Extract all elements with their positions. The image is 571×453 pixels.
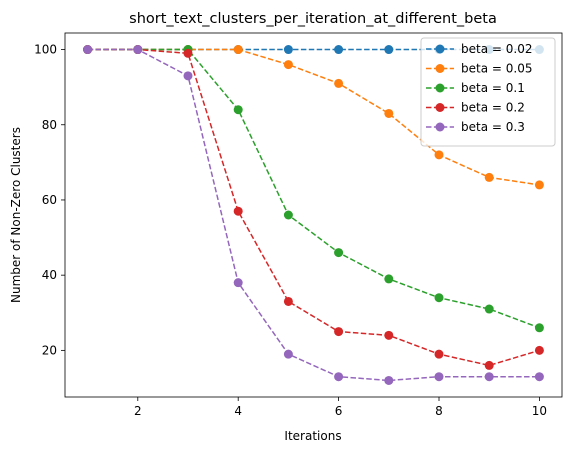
data-point: [534, 180, 544, 190]
data-point: [133, 45, 143, 55]
data-point: [283, 210, 293, 220]
data-point: [534, 323, 544, 333]
data-point: [434, 150, 444, 160]
legend-marker: [435, 64, 445, 73]
data-point: [233, 45, 243, 55]
y-tick-label: 80: [42, 118, 57, 132]
data-point: [484, 372, 494, 382]
series-line: [87, 48, 540, 382]
y-tick-label: 20: [42, 343, 57, 357]
legend-item: beta = 0.1: [426, 81, 525, 95]
y-axis-title: Number of Non-Zero Clusters: [9, 127, 23, 303]
legend-item: beta = 0.3: [426, 120, 525, 134]
data-point: [283, 349, 293, 359]
legend-marker: [435, 103, 445, 112]
legend-marker: [435, 44, 445, 54]
legend-frame: [420, 37, 556, 147]
data-point: [434, 372, 444, 382]
x-tick-label: 10: [532, 404, 547, 418]
data-point: [233, 206, 243, 216]
x-tick-label: 6: [335, 404, 343, 418]
data-point: [334, 45, 344, 55]
data-point: [283, 296, 293, 306]
legend-label: beta = 0.02: [461, 42, 532, 56]
data-point: [183, 48, 193, 58]
data-point: [233, 105, 243, 115]
x-tick-label: 4: [234, 404, 242, 418]
data-point: [83, 45, 93, 55]
legend: beta = 0.02 beta = 0.05 beta = 0.1 beta = 0…: [420, 37, 556, 147]
data-point: [183, 71, 193, 81]
y-tick-label: 60: [42, 193, 57, 207]
x-axis: 2 4 6 8 10: [134, 397, 547, 418]
data-point: [334, 327, 344, 337]
series-5: [83, 45, 544, 385]
data-point: [334, 248, 344, 258]
legend-item: beta = 0.05: [426, 62, 532, 76]
data-point: [484, 172, 494, 182]
x-tick-label: 2: [134, 404, 142, 418]
data-point: [334, 78, 344, 88]
y-axis: 20 40 60 80 100: [34, 43, 65, 357]
series-line: [87, 48, 540, 329]
data-point: [283, 45, 293, 55]
data-point: [534, 345, 544, 355]
legend-marker: [435, 122, 445, 132]
series-line: [87, 48, 540, 367]
data-point: [334, 372, 344, 382]
data-point: [484, 304, 494, 314]
plot-frame: [64, 32, 563, 398]
series-layer: [83, 45, 544, 385]
y-tick-label: 40: [42, 268, 57, 282]
data-point: [283, 60, 293, 70]
legend-label: beta = 0.2: [461, 101, 525, 115]
data-point: [233, 278, 243, 288]
data-point: [434, 349, 444, 359]
data-point: [384, 274, 394, 284]
y-tick-label: 100: [34, 43, 57, 57]
data-point: [384, 375, 394, 385]
data-point: [384, 108, 394, 118]
x-tick-label: 8: [435, 404, 443, 418]
plot-area: [64, 32, 563, 398]
data-point: [484, 360, 494, 370]
chart-title: short_text_clusters_per_iteration_at_dif…: [129, 11, 497, 27]
data-point: [534, 372, 544, 382]
legend-item: beta = 0.02: [426, 42, 532, 56]
data-point: [384, 45, 394, 55]
legend-label: beta = 0.1: [461, 81, 525, 95]
legend-marker: [435, 83, 445, 93]
legend-label: beta = 0.05: [461, 62, 532, 76]
legend-item: beta = 0.2: [426, 101, 525, 115]
data-point: [434, 293, 444, 303]
legend-label: beta = 0.3: [461, 120, 525, 134]
x-axis-title: Iterations: [284, 429, 341, 443]
data-point: [384, 330, 394, 340]
